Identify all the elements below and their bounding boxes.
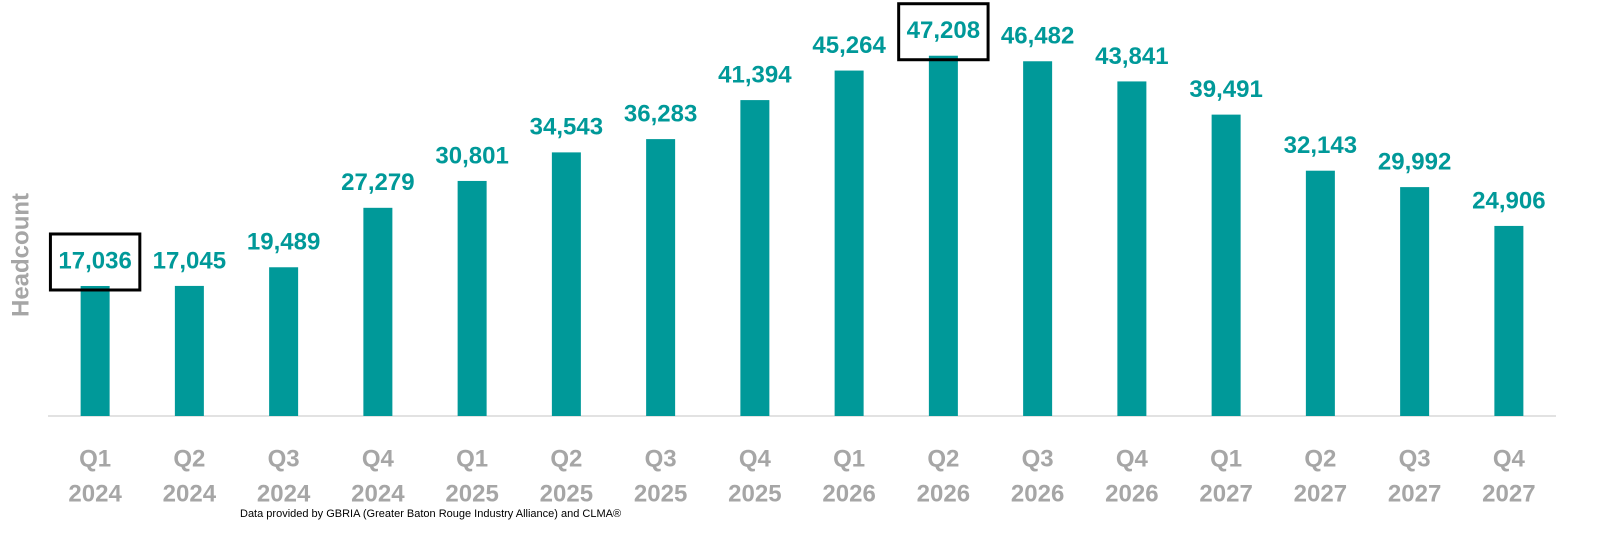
x-tick-label: Q2 [1304,445,1336,472]
x-tick-label: 2026 [822,480,875,507]
x-tick-label: Q4 [1116,445,1149,472]
x-tick-label: 2027 [1482,480,1535,507]
x-tick-label: Q3 [268,445,300,472]
bar [834,70,864,416]
bar [1211,114,1241,417]
data-label: 39,491 [1189,76,1262,103]
data-label: 19,489 [247,229,320,256]
bar [928,55,958,416]
bar [1305,170,1335,416]
footnote: Data provided by GBRIA (Greater Baton Ro… [240,508,621,520]
x-tick-label: 2026 [917,480,970,507]
highlight-box [897,2,990,62]
data-label: 17,045 [153,247,226,274]
data-label: 29,992 [1378,148,1451,175]
data-label: 27,279 [341,169,414,196]
x-tick-label: Q2 [173,445,205,472]
x-tick-label: Q1 [1210,445,1242,472]
data-label: 17,036 [58,247,131,274]
bar [1023,61,1053,416]
x-tick-label: 2025 [540,480,593,507]
bar [1400,187,1430,416]
bar [1117,81,1147,416]
data-label: 36,283 [624,100,697,127]
x-tick-label: 2027 [1294,480,1347,507]
x-tick-label: Q1 [833,445,865,472]
data-label: 24,906 [1472,187,1545,214]
data-label: 41,394 [718,61,792,88]
x-tick-label: 2024 [163,480,217,507]
highlight-box [48,232,142,292]
x-tick-label: Q4 [1493,445,1526,472]
data-label: 45,264 [812,32,886,59]
data-label: 32,143 [1284,132,1357,159]
bar [80,285,110,416]
x-tick-label: 2027 [1199,480,1252,507]
data-label: 46,482 [1001,23,1074,50]
bar [740,100,770,416]
x-tick-label: Q2 [550,445,582,472]
bar [551,152,581,416]
x-tick-label: 2024 [68,480,122,507]
data-label: 43,841 [1095,43,1168,70]
x-tick-label: Q2 [927,445,959,472]
x-tick-label: Q4 [739,445,772,472]
x-tick-label: 2024 [257,480,311,507]
x-tick-label: Q3 [645,445,677,472]
bar [646,139,676,416]
x-tick-label: Q3 [1399,445,1431,472]
x-tick-label: Q1 [456,445,488,472]
x-tick-label: 2027 [1388,480,1441,507]
x-tick-label: 2024 [351,480,405,507]
bar [174,285,204,416]
bar [269,267,299,416]
x-tick-label: 2026 [1105,480,1158,507]
x-tick-label: 2025 [728,480,781,507]
data-label: 30,801 [435,142,508,169]
bar [1494,225,1524,416]
y-axis-label: Headcount [7,193,34,317]
x-tick-label: 2025 [445,480,498,507]
x-tick-label: Q1 [79,445,111,472]
bar [457,180,487,416]
x-tick-label: Q3 [1022,445,1054,472]
x-tick-label: Q4 [362,445,395,472]
bar [363,207,393,416]
data-label: 34,543 [530,114,603,141]
x-tick-label: 2026 [1011,480,1064,507]
data-label: 47,208 [907,17,980,44]
x-tick-label: 2025 [634,480,687,507]
